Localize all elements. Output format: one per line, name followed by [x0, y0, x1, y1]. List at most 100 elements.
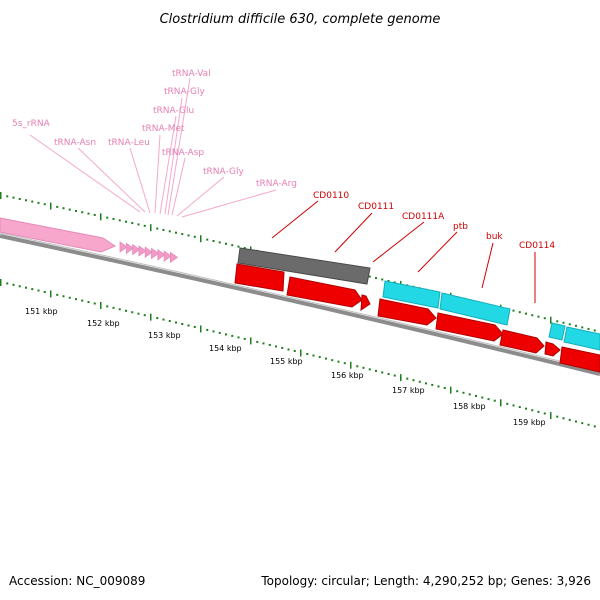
minor-tick	[237, 245, 240, 248]
minor-tick	[393, 281, 396, 284]
cds-cd0113a	[544, 341, 561, 357]
minor-tick	[106, 305, 109, 308]
trna-arrow	[169, 251, 179, 264]
minor-tick	[181, 322, 184, 325]
minor-tick	[256, 340, 259, 343]
major-tick	[50, 290, 52, 298]
minor-tick	[531, 409, 534, 412]
minor-tick	[462, 391, 465, 394]
minor-tick	[381, 371, 384, 374]
minor-tick	[443, 387, 446, 390]
label-trna-val: tRNA-Val	[172, 69, 211, 79]
minor-tick	[112, 306, 115, 309]
minor-tick	[343, 362, 346, 365]
minor-tick	[506, 402, 509, 405]
minor-tick	[243, 247, 246, 250]
scale-label-157: 157 kbp	[392, 386, 425, 395]
major-tick	[250, 337, 252, 345]
minor-tick	[318, 356, 321, 359]
minor-tick	[581, 422, 584, 425]
major-tick	[50, 202, 52, 210]
minor-tick	[231, 244, 234, 247]
label-cd0110: CD0110	[313, 191, 349, 201]
minor-tick	[212, 240, 215, 243]
genome-backbone-highlight	[0, 232, 600, 372]
minor-tick	[368, 275, 371, 278]
minor-tick	[225, 333, 227, 336]
minor-tick	[25, 286, 27, 289]
minor-tick	[187, 324, 190, 327]
minor-tick	[218, 241, 221, 244]
major-tick	[100, 213, 102, 221]
minor-tick	[493, 399, 496, 402]
minor-tick	[193, 325, 196, 328]
minor-tick	[337, 360, 340, 363]
minor-tick	[387, 373, 390, 376]
minor-tick	[456, 390, 459, 393]
minor-tick	[437, 385, 440, 388]
minor-tick	[231, 334, 234, 337]
minor-tick	[12, 196, 15, 199]
minor-tick	[512, 309, 515, 312]
major-tick	[100, 301, 102, 309]
minor-tick	[418, 380, 421, 383]
minor-tick	[62, 207, 65, 210]
minor-tick	[43, 203, 46, 206]
minor-tick	[331, 359, 334, 362]
minor-tick	[225, 242, 227, 245]
major-tick	[550, 316, 552, 324]
minor-tick	[187, 234, 190, 237]
minor-tick	[356, 365, 359, 368]
minor-tick	[593, 425, 596, 428]
minor-tick	[37, 201, 40, 204]
minor-tick	[87, 301, 90, 304]
minor-tick	[87, 212, 90, 215]
minor-tick	[287, 348, 290, 351]
minor-tick	[156, 317, 159, 320]
cds-cd0114	[559, 346, 600, 373]
minor-tick	[568, 418, 571, 421]
minor-tick	[131, 222, 134, 225]
scale-label-155: 155 kbp	[270, 357, 303, 366]
minor-tick	[412, 379, 415, 382]
minor-tick	[393, 374, 396, 377]
minor-tick	[518, 311, 521, 314]
minor-tick	[375, 277, 377, 280]
minor-tick	[68, 296, 71, 299]
label-trna-glu: tRNA-Glu	[153, 106, 194, 116]
major-tick	[400, 374, 402, 382]
minor-tick	[581, 326, 584, 329]
minor-tick	[137, 223, 140, 226]
minor-tick	[487, 398, 490, 401]
minor-tick	[206, 328, 209, 331]
minor-tick	[525, 312, 527, 315]
minor-tick	[362, 366, 365, 369]
cds-cd0110	[234, 263, 285, 292]
minor-tick	[131, 311, 134, 314]
gene-cd0114-b	[563, 326, 600, 351]
major-tick	[200, 325, 202, 333]
trna-arrow	[125, 242, 134, 255]
label-trna-asn: tRNA-Asn	[54, 138, 96, 148]
minor-tick	[93, 302, 96, 305]
minor-tick	[118, 308, 121, 311]
major-tick	[300, 349, 302, 357]
major-tick	[150, 224, 152, 232]
minor-tick	[475, 394, 477, 397]
minor-tick	[375, 369, 377, 372]
gene-leader-lines	[271, 200, 536, 303]
minor-tick	[112, 218, 115, 221]
minor-tick	[18, 285, 21, 288]
map-title: Clostridium difficile 630, complete geno…	[160, 12, 441, 27]
minor-tick	[81, 299, 84, 302]
minor-tick	[368, 368, 371, 371]
label-cd0114: CD0114	[519, 241, 555, 251]
minor-tick	[143, 224, 146, 227]
minor-tick	[275, 345, 277, 348]
major-tick	[0, 192, 2, 199]
rna-leader-lines	[29, 77, 277, 218]
minor-tick	[125, 309, 127, 312]
label-trna-arg: tRNA-Arg	[256, 179, 297, 189]
minor-tick	[156, 227, 159, 230]
label-cd0111a: CD0111A	[402, 212, 445, 222]
